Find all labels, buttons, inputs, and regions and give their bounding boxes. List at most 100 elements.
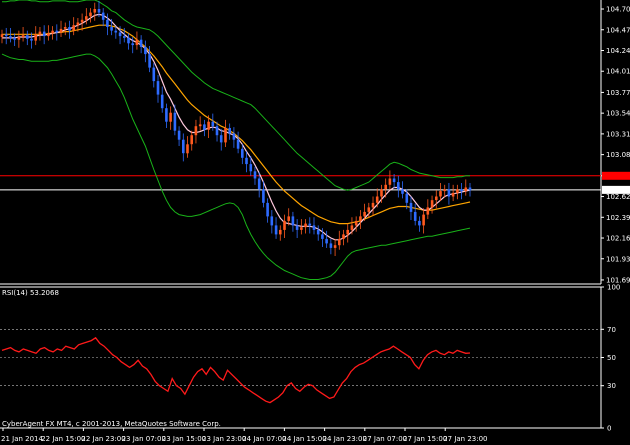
candle-body [245,157,248,165]
rsi-tick-label: 50 [607,354,616,362]
price-tick-label: 101.930 [606,255,630,263]
price-tick-label: 103.775 [606,89,630,97]
candle-body [186,144,189,154]
candle-body [346,229,349,235]
candle-body [283,220,286,230]
price-tick-label: 104.470 [606,26,630,34]
candle-body [80,19,84,23]
rsi-tick-label: 30 [607,382,616,390]
candle-body [401,189,404,194]
candle-body [34,34,37,41]
candle-body [270,216,274,226]
price-tick-label: 103.315 [606,130,630,138]
candle-body [430,200,434,208]
current-price-label: 102.694 [604,186,630,194]
price-tick-label: 102.620 [606,193,630,201]
candle-body [300,227,303,230]
rsi-frame [0,286,602,429]
candle-body [363,211,366,217]
ma-slow-line [2,24,471,225]
price-tick-label: 103.085 [606,151,630,159]
candle-body [47,33,50,37]
candle-body [321,234,324,239]
price-tick-label: 102.390 [606,214,630,222]
candle-body [38,31,42,35]
candle-body [316,229,320,235]
candle-body [97,9,101,13]
price-tick-label: 101.695 [606,276,630,284]
candle-body [17,37,21,40]
rsi-tick-label: 100 [607,284,620,292]
candle-body [139,39,143,47]
candle-body [101,12,105,20]
candle-body [55,30,59,33]
candle-body [439,191,442,197]
candle-body [367,207,371,212]
candle-body [279,229,282,235]
candle-body [144,46,147,55]
candle-body [397,182,400,190]
price-tick-label: 104.240 [606,47,630,55]
candle-body [312,225,316,230]
time-tick-label: 24 Jan 23:00 [323,435,367,443]
candle-body [308,223,312,226]
candle-body [42,31,46,37]
candle-body [224,128,227,143]
main-frame [0,0,602,285]
candle-body [9,36,12,38]
candle-body [350,225,354,230]
candle-body [85,16,88,20]
candle-body [388,178,392,185]
candle-body [63,27,67,29]
candle-body [118,32,122,37]
candle-body [89,12,92,17]
copyright-text: CyberAgent FX MT4, c 2001-2013, MetaQuot… [2,420,221,428]
candle-body [262,189,265,203]
time-tick-label: 23 Jan 23:00 [202,435,246,443]
candle-body [72,25,75,31]
candle-body [333,245,337,248]
candle-body [135,39,139,46]
main-series [0,0,601,280]
candle-body [160,94,164,109]
candle-body [274,225,278,235]
candle-body [329,243,333,248]
candle-body [228,128,231,134]
candle-body [295,225,299,230]
candle-body [287,216,290,221]
candle-body [152,67,156,82]
candle-body [384,184,387,190]
rsi-series [1,336,471,404]
candle-body [338,238,341,246]
candle-body [0,34,4,37]
candle-body [392,178,396,183]
candle-body [325,238,328,244]
time-tick-label: 24 Jan 15:00 [282,435,326,443]
price-tick-label: 102.160 [606,235,630,243]
candle-body [148,54,151,68]
candle-body [169,112,172,122]
candle-body [51,30,54,34]
time-tick-label: 23 Jan 07:00 [122,435,166,443]
candle-body [464,187,468,192]
candle-body [456,189,459,193]
candle-body [249,164,253,172]
candle-body [451,192,455,197]
candle-body [236,139,240,149]
candle-body [110,27,113,31]
price-axis: 104.700 104.470 104.240 104.010 103.775 103.5… [601,6,630,284]
rsi-line [1,336,471,404]
candle-body [177,130,181,140]
candle-body [468,187,472,191]
candle-body [106,19,109,27]
candle-body [371,202,375,208]
candle-body [131,43,134,46]
candle-body [253,171,257,179]
candle-body [156,81,160,95]
candle-body [203,124,206,130]
candle-body [127,37,130,44]
candle-body [241,148,244,158]
time-tick-label: 27 Jan 07:00 [363,435,407,443]
